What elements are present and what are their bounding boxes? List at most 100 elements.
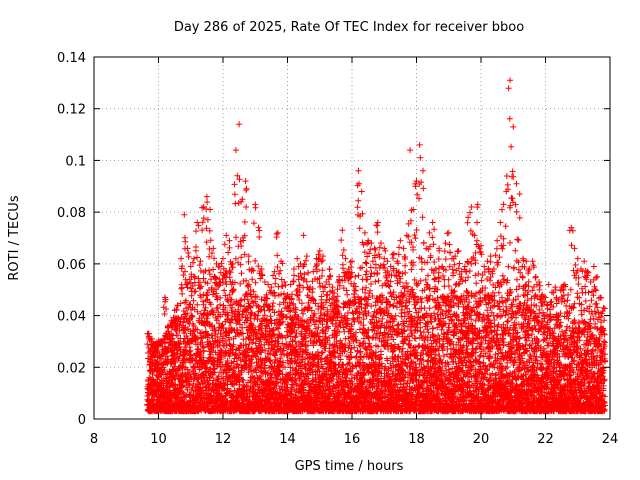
y-tick-label: 0.12 (57, 103, 86, 118)
x-tick-label: 18 (408, 432, 425, 447)
roti-peak-point (261, 278, 268, 285)
roti-peak-point (410, 206, 417, 213)
roti-peak-point (436, 245, 443, 252)
roti-peak-point (532, 273, 539, 280)
roti-peak-point (316, 247, 323, 254)
roti-peak-point (474, 201, 481, 208)
roti-peak-point (307, 284, 314, 291)
roti-peak-point (468, 203, 475, 210)
roti-peak-point (194, 219, 201, 226)
x-tick-label: 20 (473, 432, 490, 447)
roti-peak-point (203, 193, 210, 200)
roti-peak-point (368, 240, 375, 247)
roti-peak-point (581, 258, 588, 265)
roti-peak-point (184, 245, 191, 252)
roti-peak-point (284, 291, 291, 298)
roti-peak-point (448, 255, 455, 262)
roti-peak-point (245, 253, 252, 260)
roti-peak-point (168, 317, 175, 324)
roti-peak-point (577, 266, 584, 273)
roti-peak-point (594, 273, 601, 280)
x-axis-label: GPS time / hours (295, 459, 404, 474)
roti-peak-point (455, 247, 462, 254)
roti-peak-point (458, 268, 465, 275)
roti-peak-point (158, 338, 165, 345)
roti-peak-point (220, 255, 226, 262)
x-tick-label: 24 (602, 432, 619, 447)
roti-peak-point (432, 266, 439, 273)
roti-peak-point (145, 330, 152, 337)
roti-peak-point (571, 245, 578, 252)
roti-peak-point (452, 253, 459, 260)
roti-peak-point (497, 219, 504, 226)
roti-peak-point (600, 304, 607, 311)
roti-peak-point (487, 253, 494, 260)
y-tick-label: 0.02 (57, 361, 86, 376)
roti-peak-point (423, 245, 430, 252)
roti-peak-point (378, 240, 385, 247)
x-tick-label: 14 (279, 432, 296, 447)
roti-peak-point (232, 147, 239, 154)
roti-peak-point (165, 322, 172, 329)
roti-peak-point (384, 258, 391, 265)
roti-peak-point (187, 263, 194, 270)
roti-peak-point (297, 260, 304, 267)
roti-peak-point (268, 284, 275, 291)
y-tick-label: 0.06 (57, 258, 86, 273)
x-tick-label: 16 (344, 432, 361, 447)
roti-peak-point (597, 294, 604, 301)
roti-peak-point (200, 203, 207, 210)
roti-peak-point (242, 178, 249, 185)
roti-peak-point (426, 229, 433, 236)
roti-peak-point (542, 294, 549, 301)
roti-peak-point (181, 211, 188, 218)
roti-peak-point (323, 278, 330, 285)
roti-peak-point (407, 147, 414, 154)
axis-ticks: 8 10 12 14 16 18 20 22 24 0 0.02 0.04 0.06 0.08 0.1 0.1… (57, 51, 618, 447)
roti-peak-point (300, 232, 307, 239)
roti-peak-point (290, 266, 297, 273)
roti-peak-point (281, 278, 288, 285)
roti-peak-point (207, 206, 214, 213)
roti-peak-point (190, 255, 197, 262)
roti-peak-point (342, 255, 349, 262)
roti-peak-point (345, 266, 352, 273)
roti-measurement-cloud (144, 85, 609, 415)
roti-peak-point (226, 237, 233, 244)
roti-peak-point (213, 260, 220, 267)
roti-peak-point (394, 258, 401, 265)
roti-peak-point (552, 284, 559, 291)
roti-peak-point (439, 263, 446, 270)
roti-peak-point (416, 141, 423, 148)
roti-peak-point (374, 219, 381, 226)
roti-peak-point (387, 263, 394, 270)
roti-peak-point (490, 266, 497, 273)
roti-peak-point (265, 281, 272, 288)
roti-peak-point (568, 224, 575, 231)
y-tick-label: 0.08 (57, 206, 86, 221)
roti-peak-point (339, 227, 346, 234)
roti-peak-point (523, 258, 530, 265)
roti-peak-point (310, 268, 317, 275)
roti-peak-point (171, 307, 178, 314)
roti-peak-point (565, 291, 572, 298)
roti-peak-point (361, 229, 368, 236)
roti-peak-point (294, 255, 301, 262)
roti-peak-point (494, 237, 501, 244)
roti-peak-point (278, 258, 285, 265)
roti-peak-point (390, 250, 397, 257)
roti-peak-point (507, 77, 514, 84)
roti-peak-point (403, 232, 410, 239)
roti-peak-point (258, 266, 265, 273)
roti-peak-point (519, 255, 526, 262)
roti-peak-point (236, 121, 243, 128)
y-axis-label: ROTI / TECUs (7, 195, 22, 280)
roti-peak-point (584, 268, 591, 275)
roti-peak-point (442, 240, 449, 247)
roti-peak-point (355, 167, 362, 174)
roti-peak-point (555, 297, 562, 304)
roti-peak-point (561, 281, 568, 288)
y-tick-label: 0.04 (57, 310, 86, 325)
roti-peak-point (400, 245, 407, 252)
